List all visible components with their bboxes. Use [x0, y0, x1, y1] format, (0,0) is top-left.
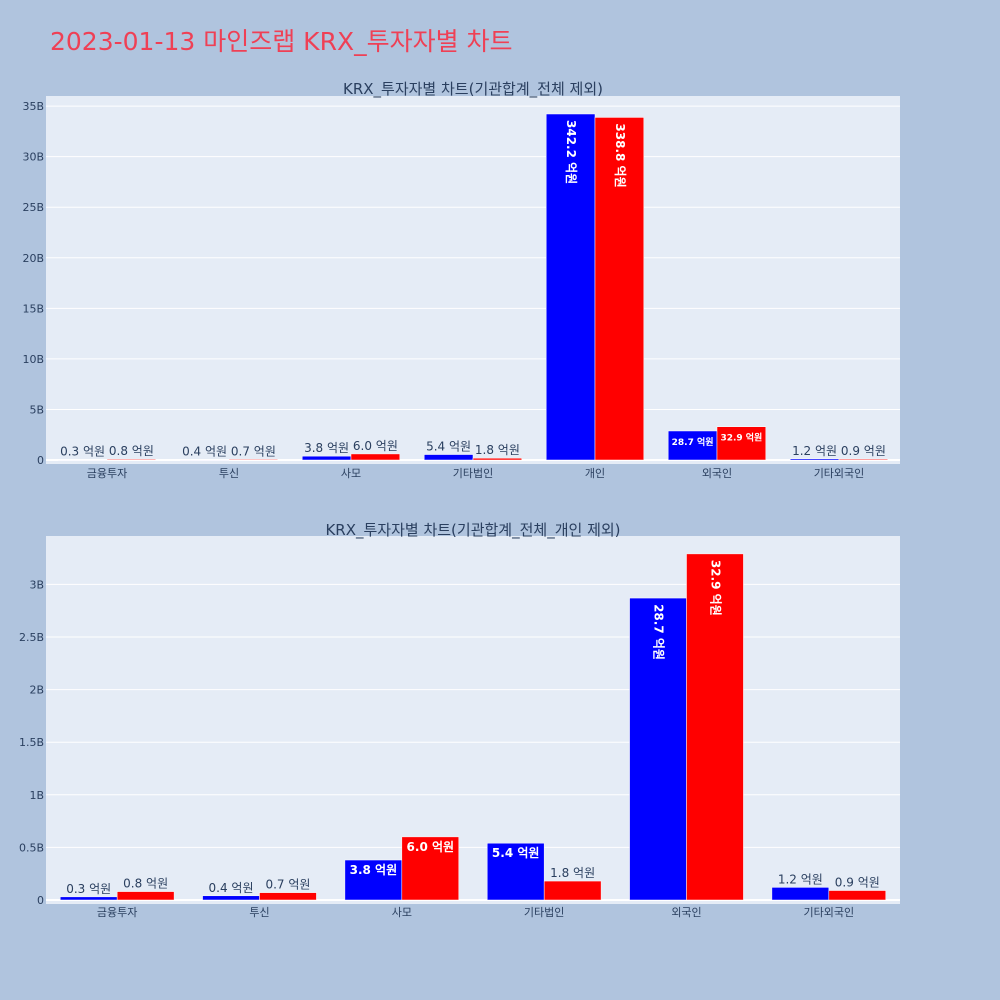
y-tick-label: 3B	[29, 578, 44, 591]
bar-data-label: 1.2 억원	[792, 444, 837, 458]
y-tick-label: 0	[37, 454, 44, 467]
x-tick-label: 투신	[249, 906, 269, 919]
bar-buy	[486, 842, 545, 901]
bar-data-label: 0.7 억원	[231, 444, 276, 458]
x-tick-label: 금융투자	[87, 467, 127, 480]
x-tick-label: 금융투자	[97, 906, 137, 919]
bar-buy	[545, 113, 596, 461]
bar-buy	[59, 896, 118, 901]
bar-sell	[350, 453, 401, 461]
x-tick-label: 사모	[341, 467, 361, 480]
x-tick-label: 사모	[392, 906, 412, 919]
chart-top: KRX_투자자별 차트(기관합계_전체 제외) 0 5B 10B 15B 20B 25B 3…	[22, 80, 900, 480]
x-tick-label: 외국인	[671, 906, 701, 919]
plot-background	[46, 96, 900, 464]
x-tick-label: 기타외국인	[804, 906, 855, 919]
y-tick-label: 1B	[29, 789, 44, 802]
bar-data-label: 1.8 억원	[475, 443, 520, 457]
bar-sell	[686, 553, 744, 901]
y-tick-label: 30B	[22, 151, 44, 164]
bar-data-label: 5.4 억원	[426, 440, 471, 454]
bar-data-label: 0.8 억원	[109, 444, 154, 458]
bar-sell	[594, 117, 645, 461]
y-tick-label: 2.5B	[19, 631, 44, 644]
y-tick-label: 0.5B	[19, 841, 44, 854]
x-tick-label: 개인	[585, 467, 605, 480]
bar-buy	[423, 454, 474, 461]
bar-data-label: 0.9 억원	[841, 444, 886, 458]
bar-sell	[401, 836, 460, 901]
bar-data-label: 0.8 억원	[123, 877, 168, 891]
bar-data-label: 6.0 억원	[353, 439, 398, 453]
chart-bottom: KRX_투자자별 차트(기관합계_전체_개인 제외) 0 0.5B 1B 1.5B 2B…	[19, 521, 900, 919]
bar-sell	[472, 457, 523, 461]
bar-data-label: 0.3 억원	[66, 882, 111, 896]
bar-data-label: 342.2 억원	[564, 120, 578, 184]
bar-buy	[57, 459, 108, 461]
bar-sell	[259, 892, 317, 901]
bar-data-label: 28.7 억원	[652, 604, 666, 660]
x-tick-label: 외국인	[702, 467, 732, 480]
bar-sell	[716, 426, 767, 461]
x-tick-label: 기타법인	[453, 467, 493, 480]
bar-data-label: 28.7 억원	[672, 436, 714, 448]
x-tick-label: 기타법인	[524, 906, 564, 919]
bar-data-label: 3.8 억원	[350, 863, 398, 877]
y-tick-label: 2B	[29, 684, 44, 697]
bar-data-label: 338.8 억원	[613, 123, 627, 187]
bar-data-label: 0.7 억원	[265, 878, 310, 892]
y-tick-label: 1.5B	[19, 736, 44, 749]
bar-buy	[667, 430, 718, 461]
y-tick-label: 0	[37, 894, 44, 907]
bar-sell	[828, 890, 887, 901]
bar-buy	[629, 597, 687, 901]
bar-data-label: 3.8 억원	[304, 441, 349, 455]
bar-buy	[179, 459, 230, 461]
y-tick-label: 25B	[22, 201, 44, 214]
bar-buy	[771, 887, 830, 901]
bar-data-label: 6.0 억원	[407, 840, 455, 854]
bar-data-label: 1.2 억원	[778, 872, 823, 886]
bar-data-label: 1.8 억원	[550, 866, 595, 880]
bar-data-label: 0.9 억원	[835, 876, 880, 890]
bar-buy	[301, 455, 352, 461]
y-tick-label: 15B	[22, 302, 44, 315]
y-tick-label: 20B	[22, 252, 44, 265]
bar-data-label: 0.3 억원	[60, 445, 105, 459]
bar-buy	[789, 458, 840, 461]
y-tick-label: 35B	[22, 100, 44, 113]
bar-data-label: 32.9 억원	[708, 560, 722, 616]
bar-sell	[106, 458, 157, 461]
bar-sell	[116, 891, 175, 901]
x-tick-label: 기타외국인	[814, 467, 865, 480]
bar-sell	[838, 458, 889, 461]
plot-background	[46, 536, 900, 904]
bar-data-label: 0.4 억원	[182, 445, 227, 459]
chart-title: KRX_투자자별 차트(기관합계_전체_개인 제외)	[325, 521, 620, 540]
y-tick-label: 10B	[22, 353, 44, 366]
bar-data-label: 5.4 억원	[492, 846, 540, 860]
x-tick-label: 투신	[219, 467, 239, 480]
bar-data-label: 0.4 억원	[209, 881, 254, 895]
chart-title: KRX_투자자별 차트(기관합계_전체 제외)	[343, 80, 603, 99]
bar-buy	[202, 895, 260, 901]
page-title: 2023-01-13 마인즈랩 KRX_투자자별 차트	[50, 27, 513, 56]
bar-sell	[228, 459, 279, 461]
bar-sell	[543, 880, 602, 901]
bar-data-label: 32.9 억원	[720, 432, 762, 444]
y-tick-label: 5B	[29, 403, 44, 416]
